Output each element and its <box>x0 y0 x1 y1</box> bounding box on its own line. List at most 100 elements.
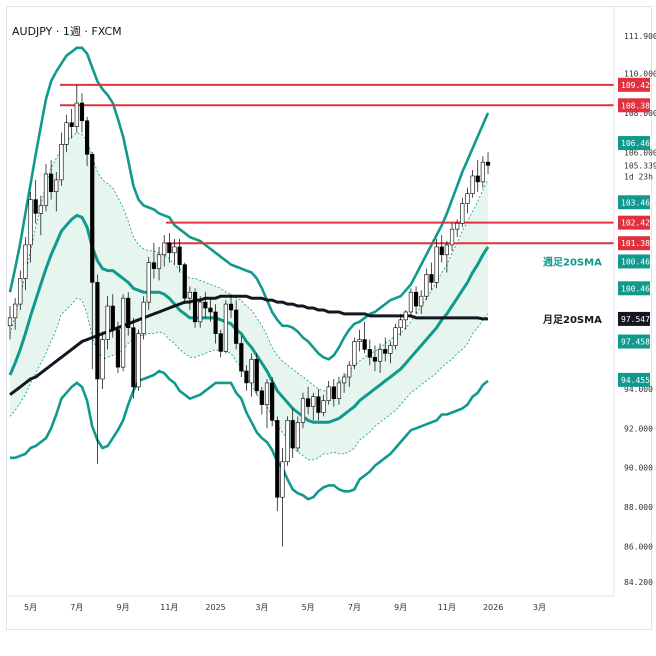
time-tick-label: 7月 <box>348 603 361 612</box>
time-tick-label: 5月 <box>302 603 315 612</box>
bar-countdown-label: 1d 23h <box>624 172 653 181</box>
candle-body <box>90 153 95 283</box>
price-tick-label: 106.000 <box>624 148 656 157</box>
candle-body <box>151 262 157 269</box>
candle-body <box>182 264 187 299</box>
candle-body <box>131 327 136 388</box>
candle-body <box>105 305 110 340</box>
candle-body <box>393 327 398 346</box>
candle-body <box>300 398 306 423</box>
candle-body <box>213 311 218 334</box>
candle-body <box>275 420 280 498</box>
candle-body <box>295 422 300 449</box>
candle-body <box>270 382 275 421</box>
candle-body <box>475 175 480 183</box>
candle-body <box>429 274 434 283</box>
symbol-title: AUDJPY · 1週 · FXCM <box>12 25 122 38</box>
candle-body <box>59 144 64 181</box>
time-axis[interactable]: 5月 7月 9月 11月 2025 3月 5月 7月 9月 11月 2026 3月 <box>24 603 546 612</box>
candle-body <box>306 398 311 407</box>
price-tag-label: 100.462 <box>621 257 655 266</box>
candle-body <box>259 390 264 405</box>
price-tag <box>618 334 650 349</box>
price-tags: 109.423 108.385 106.469 103.465 102.429 101.3… <box>618 77 655 387</box>
candle-body <box>341 376 347 384</box>
candle-body <box>115 329 121 368</box>
price-tag <box>618 254 650 269</box>
candle-body <box>79 102 85 122</box>
candle-body <box>347 364 352 378</box>
candle-body <box>485 161 491 166</box>
candle-body <box>326 386 331 401</box>
candle-body <box>480 161 485 183</box>
horizontal-levels <box>60 83 614 245</box>
candle-body <box>239 343 244 372</box>
candle-body <box>419 295 424 307</box>
current-price-label: 105.339 <box>624 161 656 170</box>
time-tick-label: 9月 <box>117 603 130 612</box>
time-tick-label: 9月 <box>394 603 407 612</box>
price-tick-label: 94.000 <box>624 385 653 394</box>
candle-body <box>141 301 146 334</box>
candle-body <box>352 341 357 366</box>
candle-body <box>177 246 182 265</box>
candle-body <box>455 222 460 230</box>
bb-plus1-line <box>9 132 489 392</box>
bb-upper-line <box>8 46 490 361</box>
price-tick-label: 88.000 <box>624 503 653 512</box>
candle-body <box>377 349 383 362</box>
price-tag-label: 100.462 <box>621 284 655 293</box>
candle-body <box>280 461 285 498</box>
candle-body <box>167 242 172 254</box>
candle-body <box>49 173 54 193</box>
candle-body <box>223 303 228 352</box>
candle-body <box>234 309 239 344</box>
candle-body <box>398 319 403 329</box>
candle-body <box>33 199 38 214</box>
price-axis[interactable]: 84.200 86.000 88.000 90.000 92.000 94.000 106.… <box>624 32 656 587</box>
series-annotation: 週足20SMA <box>543 256 602 268</box>
candle-body <box>249 358 254 384</box>
candle-body <box>218 333 223 352</box>
candle-body <box>336 382 342 399</box>
candle-body <box>64 122 69 145</box>
candle-body <box>13 303 18 319</box>
candle-body <box>311 396 316 407</box>
candle-body <box>43 173 49 206</box>
candle-body <box>23 244 28 279</box>
candle-body <box>357 339 362 342</box>
series-annotation: 月足20SMA <box>542 314 602 326</box>
candle-body <box>444 244 450 256</box>
price-tag <box>618 236 650 251</box>
candle-body <box>28 199 33 246</box>
candle-body <box>110 305 115 330</box>
candle-body <box>69 122 74 127</box>
candle-body <box>203 301 208 309</box>
bb-minus1-line <box>9 297 489 461</box>
annotations: 週足20SMA 月足20SMA <box>542 256 602 325</box>
price-tick-label: 108.000 <box>624 109 656 118</box>
candle-body <box>38 205 43 214</box>
price-tick-label: 84.200 <box>624 578 653 587</box>
price-tag-label: 106.469 <box>621 139 655 148</box>
candle-body <box>316 396 321 413</box>
price-tick-label: 110.000 <box>624 69 656 78</box>
price-tag <box>618 136 650 151</box>
band-fill-area <box>10 132 488 460</box>
candle-body <box>403 311 408 321</box>
candle-body <box>100 339 105 380</box>
candle-body <box>228 303 234 311</box>
candle-body <box>424 274 429 297</box>
price-tag <box>618 195 650 210</box>
price-tag <box>618 98 650 113</box>
time-tick-label: 11月 <box>438 603 456 612</box>
candle-body <box>95 282 100 380</box>
time-tick-label: 2025 <box>205 603 225 612</box>
bollinger-band-fill <box>10 132 488 460</box>
candles <box>7 85 491 547</box>
time-tick-label: 3月 <box>533 603 546 612</box>
candle-body <box>434 246 439 283</box>
candle-body <box>187 291 193 299</box>
price-tag-label: 103.465 <box>621 198 655 207</box>
